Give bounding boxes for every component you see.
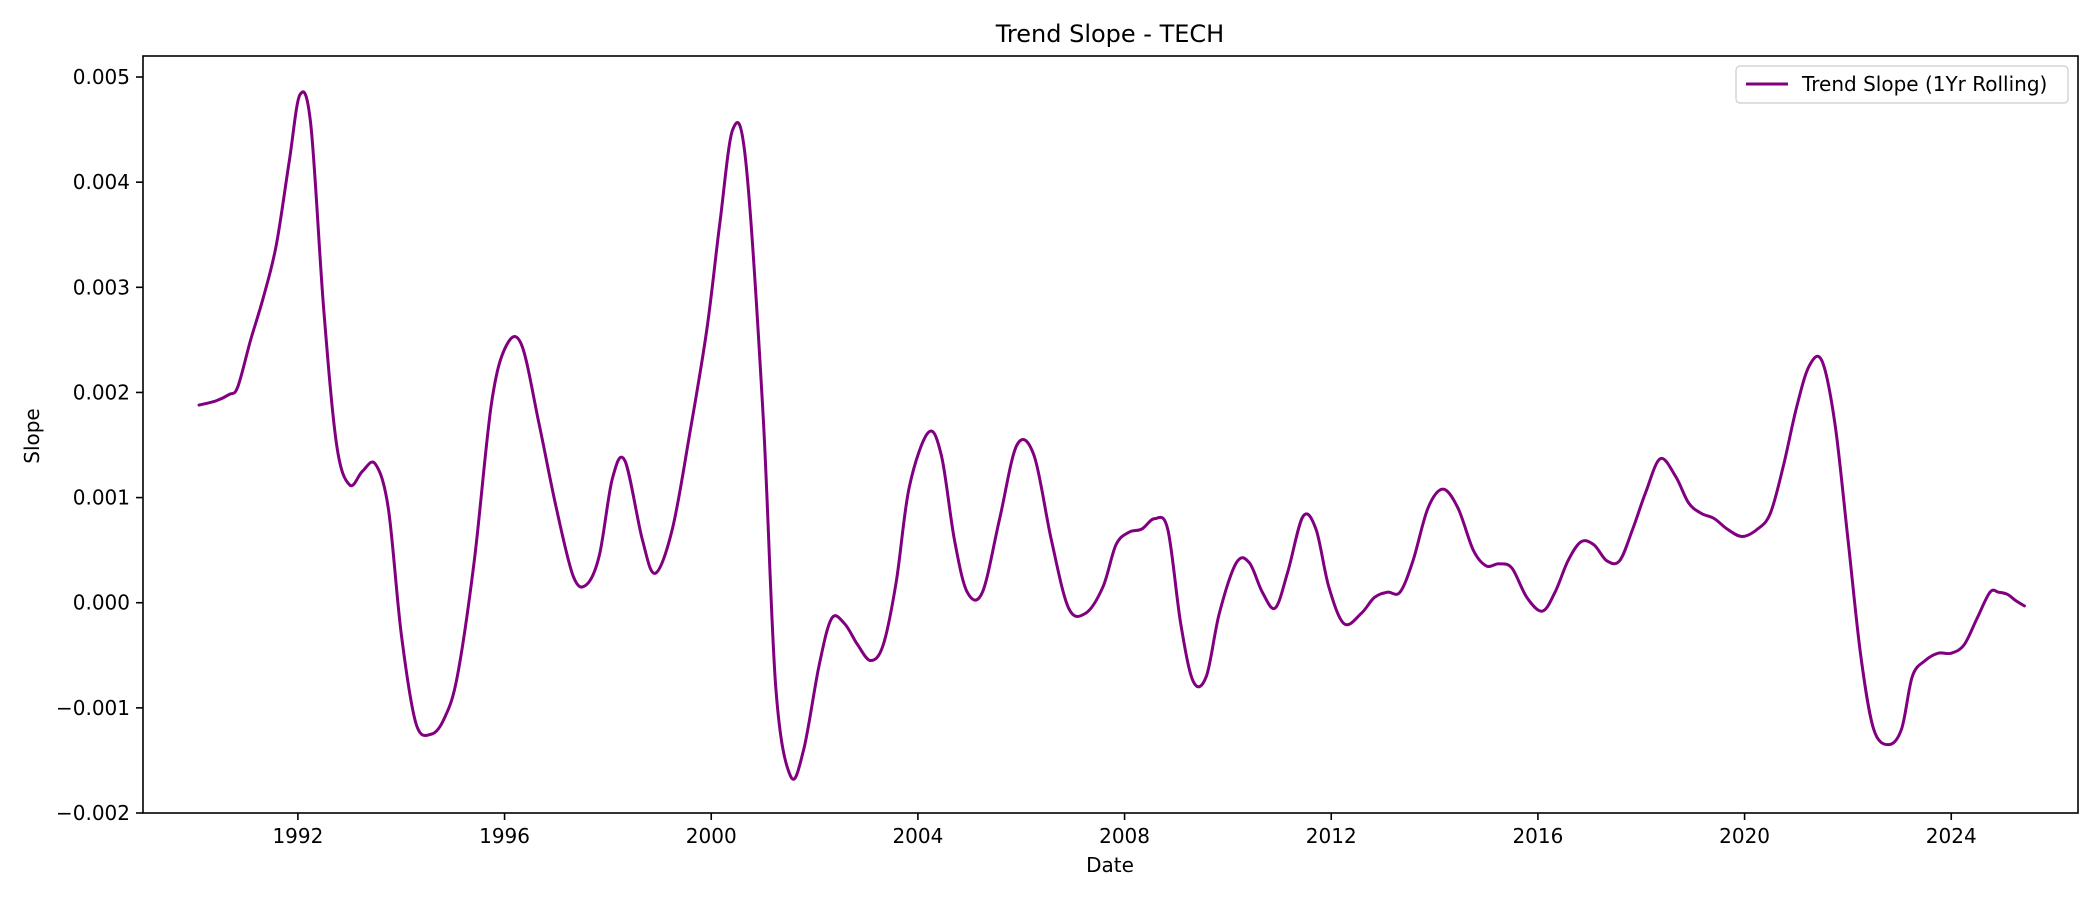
x-tick-label: 1996 xyxy=(479,824,530,848)
legend: Trend Slope (1Yr Rolling) xyxy=(1735,65,2069,104)
y-axis-label: Slope xyxy=(20,408,44,464)
y-tick-label: 0.003 xyxy=(73,275,130,299)
x-tick-label: 2016 xyxy=(1512,824,1563,848)
y-tick-label: 0.000 xyxy=(73,591,130,615)
x-tick-label: 2004 xyxy=(892,824,943,848)
series-line-trend-slope xyxy=(197,90,2026,781)
y-tick-label: 0.002 xyxy=(73,380,130,404)
x-tick-label: 1992 xyxy=(272,824,323,848)
x-tick-label: 2000 xyxy=(686,824,737,848)
x-tick-label: 2020 xyxy=(1719,824,1770,848)
legend-label-trend-slope: Trend Slope (1Yr Rolling) xyxy=(1801,72,2047,96)
y-axis-ticks: −0.002 −0.001 0.000 0.001 0.002 0.003 0.004 0.0… xyxy=(56,65,143,825)
y-tick-label: −0.001 xyxy=(56,696,130,720)
plot-area-frame xyxy=(142,55,2079,814)
y-tick-label: 0.004 xyxy=(73,170,130,194)
x-axis-ticks: 1992 1996 2000 2004 2008 2012 2016 2020 2024 xyxy=(272,813,1977,848)
y-tick-label: 0.005 xyxy=(73,65,130,89)
x-axis-label: Date xyxy=(1086,853,1134,877)
chart-title: Trend Slope - TECH xyxy=(995,20,1224,48)
x-tick-label: 2008 xyxy=(1099,824,1150,848)
y-tick-label: −0.002 xyxy=(56,801,130,825)
x-tick-label: 2012 xyxy=(1306,824,1357,848)
y-tick-label: 0.001 xyxy=(73,486,130,510)
legend-box xyxy=(1735,65,2069,104)
series-layer xyxy=(197,90,2026,781)
x-tick-label: 2024 xyxy=(1926,824,1977,848)
